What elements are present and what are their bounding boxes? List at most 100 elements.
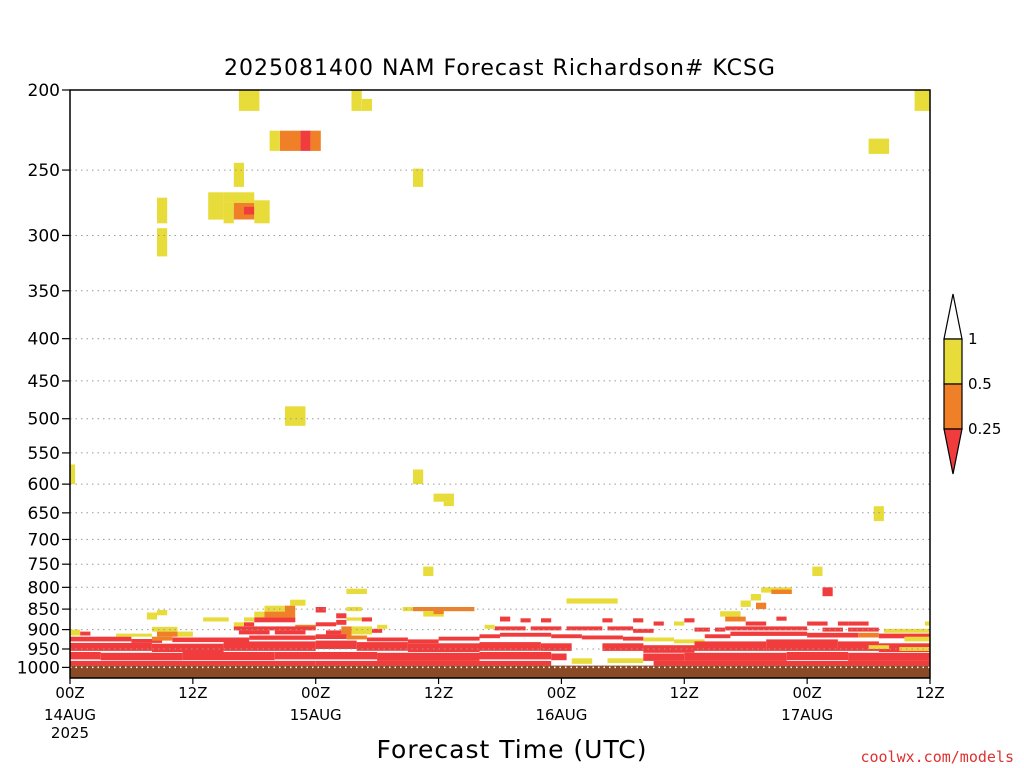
ri-cell xyxy=(177,631,193,637)
ri-cell xyxy=(684,652,787,661)
ri-cell xyxy=(151,636,173,641)
y-tick-label: 700 xyxy=(28,530,60,550)
ri-cell xyxy=(423,611,444,617)
ri-cell xyxy=(356,642,408,651)
ri-cell xyxy=(684,618,695,623)
richardson-cells xyxy=(70,90,930,678)
ri-cell xyxy=(653,660,930,666)
ri-cell xyxy=(771,589,792,594)
ri-cell xyxy=(377,624,388,629)
ri-cell xyxy=(413,607,475,612)
ri-cell xyxy=(264,605,291,612)
ri-cell xyxy=(402,607,413,612)
y-tick-label: 400 xyxy=(28,330,60,350)
ri-cell xyxy=(750,594,761,601)
colorbar-level-label: 1 xyxy=(968,330,978,348)
ri-cell xyxy=(290,599,306,606)
x-tick-date: 16AUG xyxy=(535,706,587,724)
ri-cell xyxy=(873,506,884,522)
plot-frame xyxy=(69,89,931,679)
ri-cell xyxy=(341,626,352,637)
ri-cell xyxy=(407,639,439,644)
ri-cell xyxy=(361,98,372,111)
x-tick-label: 00Z xyxy=(792,684,821,702)
ri-cell xyxy=(653,621,664,626)
y-tick-label: 300 xyxy=(28,226,60,246)
ri-cell xyxy=(70,660,316,666)
ri-cell xyxy=(720,611,741,617)
ri-cell xyxy=(244,617,255,622)
ri-cell xyxy=(279,130,301,151)
ri-cell xyxy=(438,636,480,641)
ri-cell xyxy=(725,616,746,622)
ri-cell xyxy=(674,639,705,644)
ri-cell xyxy=(899,647,930,651)
ri-cell xyxy=(674,621,685,626)
ri-cell xyxy=(541,643,572,651)
x-tick-year: 2025 xyxy=(51,724,89,742)
ri-cell xyxy=(80,631,91,636)
ri-cell xyxy=(766,639,838,651)
ri-cell xyxy=(868,138,890,154)
x-tick-date: 17AUG xyxy=(781,706,833,724)
chart-title: 2025081400 NAM Forecast Richardson# KCSG xyxy=(224,56,776,81)
y-tick-label: 800 xyxy=(28,578,60,598)
ri-cell xyxy=(346,635,367,640)
ri-cell xyxy=(643,637,674,642)
y-tick-label: 350 xyxy=(28,282,60,302)
ri-cell xyxy=(346,588,367,594)
ri-cell xyxy=(223,202,234,224)
ri-cell xyxy=(740,600,751,607)
ri-cell xyxy=(807,632,859,638)
ri-cell xyxy=(238,630,270,635)
ri-cell xyxy=(274,630,306,635)
colorbar-bin-orange xyxy=(943,383,963,430)
ri-cell xyxy=(607,626,634,631)
ri-cell xyxy=(254,617,296,623)
ri-cell xyxy=(315,607,326,613)
ri-cell xyxy=(500,632,552,637)
ri-cell xyxy=(70,652,101,660)
ri-cell xyxy=(633,628,654,633)
ri-cell xyxy=(151,643,224,652)
ri-cell xyxy=(157,609,168,616)
ri-cell xyxy=(407,643,480,652)
ri-cell xyxy=(566,598,618,604)
ri-cell xyxy=(254,611,265,618)
y-tick-label: 500 xyxy=(28,410,60,430)
ri-cell xyxy=(249,635,316,640)
y-tick-label: 550 xyxy=(28,444,60,464)
ri-cell xyxy=(848,652,930,661)
y-tick-label: 1000 xyxy=(17,658,60,678)
x-axis-label: Forecast Time (UTC) xyxy=(377,735,648,764)
ri-cell xyxy=(837,621,849,626)
ri-cell xyxy=(203,617,229,622)
ri-cell xyxy=(602,618,613,623)
ri-cell xyxy=(351,90,362,111)
ri-cell xyxy=(70,642,152,651)
ri-cell xyxy=(172,637,250,643)
ri-cell xyxy=(146,612,157,620)
y-tick-label: 850 xyxy=(28,600,60,620)
colorbar-bin-above-1 xyxy=(943,293,963,340)
credit-text: coolwx.com/models xyxy=(860,748,1014,766)
ri-cell xyxy=(643,645,695,653)
ri-cell xyxy=(233,626,316,631)
ri-cell xyxy=(745,621,767,626)
ri-cell xyxy=(837,641,879,651)
ri-cell xyxy=(157,228,168,257)
ri-cell xyxy=(233,162,244,187)
ri-cell xyxy=(310,130,321,151)
ri-cell xyxy=(372,628,383,633)
ri-cell xyxy=(520,618,531,623)
ri-cell xyxy=(336,613,347,619)
x-tick-label: 00Z xyxy=(55,684,84,702)
gridlines xyxy=(70,169,930,669)
ri-cell xyxy=(883,628,930,633)
ri-cell xyxy=(315,622,337,627)
ri-cell xyxy=(70,636,132,642)
y-tick-label: 750 xyxy=(28,555,60,575)
y-tick-label: 900 xyxy=(28,621,60,641)
ri-cell xyxy=(326,630,342,635)
